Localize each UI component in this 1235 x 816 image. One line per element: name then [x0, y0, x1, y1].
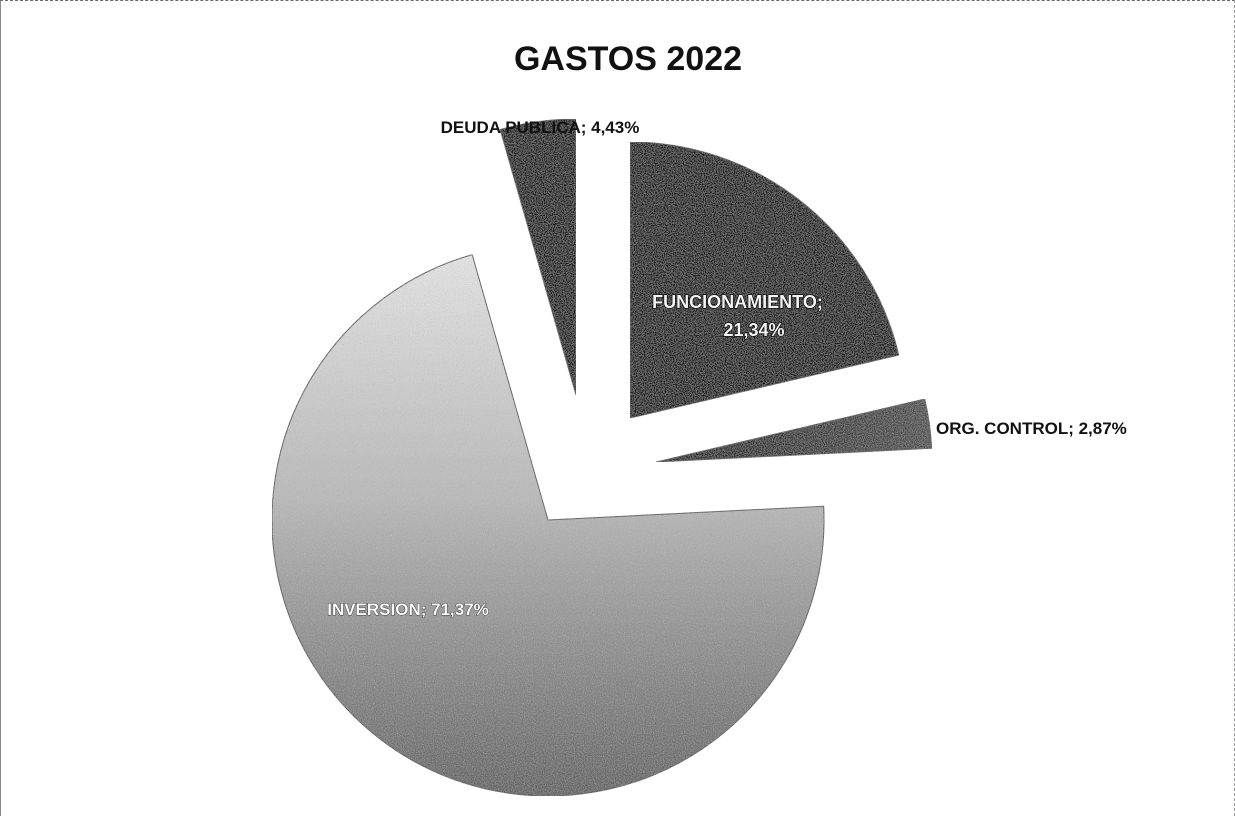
label-inversion: INVERSION; 71,37% [327, 600, 489, 619]
pie-slice-inversion [271, 254, 825, 797]
label-funcionamiento: FUNCIONAMIENTO; 21,34% [652, 292, 828, 340]
pie-slice-deuda-publica [499, 118, 577, 396]
label-funcionamiento-value: 21,34% [723, 320, 784, 340]
chart-title: GASTOS 2022 [514, 40, 742, 78]
label-org-control: ORG. CONTROL; 2,87% [936, 419, 1127, 438]
pie-slice-funcionamiento [629, 141, 900, 419]
pie-slice-org-control [655, 398, 933, 463]
label-deuda-publica: DEUDA PUBLICA; 4,43% [441, 118, 640, 137]
pie-slices [271, 118, 933, 797]
label-funcionamiento-name: FUNCIONAMIENTO; [652, 292, 823, 312]
